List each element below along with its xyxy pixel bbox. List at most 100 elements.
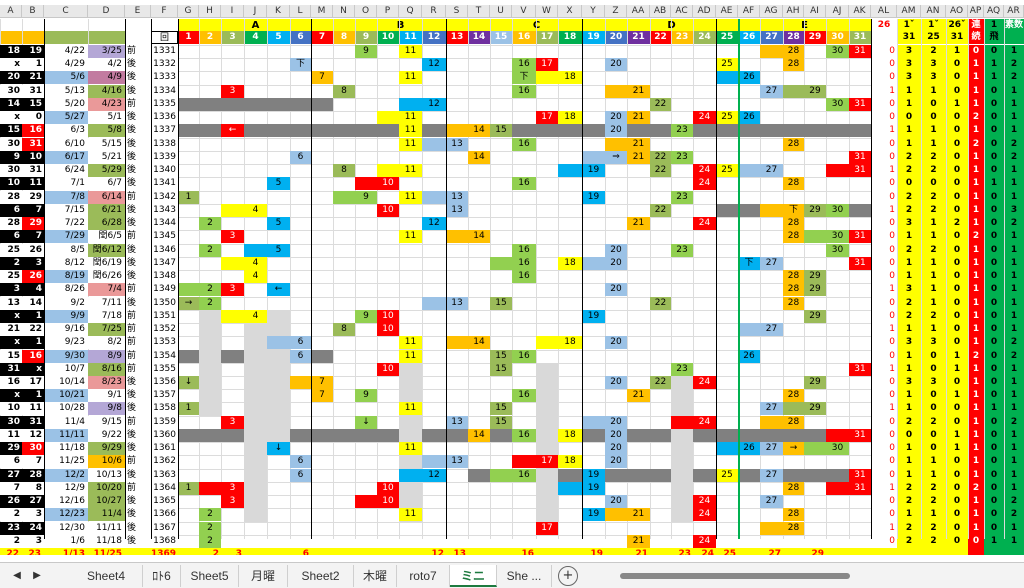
sheet-tab-0[interactable]: Sheet4 — [70, 565, 143, 587]
number-cell[interactable]: 12 — [422, 468, 446, 482]
number-cell[interactable]: 19 — [582, 164, 605, 178]
cell-e[interactable]: 後 — [125, 468, 151, 482]
sheet-tab-6[interactable]: roto7 — [397, 565, 450, 587]
cell-e[interactable]: 後 — [125, 84, 151, 98]
number-cell[interactable]: 20 — [605, 58, 627, 72]
cell-c[interactable]: 9/30 — [44, 349, 88, 363]
number-cell[interactable]: 25 — [716, 164, 738, 178]
column-header-AN[interactable]: AN — [921, 5, 946, 18]
cell-b[interactable]: 1 — [22, 336, 44, 350]
cell-d[interactable]: 10/6 — [88, 455, 125, 469]
cell-c[interactable]: 6/3 — [44, 124, 88, 138]
cell-b[interactable]: 0 — [22, 111, 44, 125]
number-cell[interactable]: 13 — [446, 137, 468, 151]
cell-b[interactable]: 30 — [22, 442, 44, 456]
number-cell[interactable]: 4 — [244, 270, 267, 284]
number-cell[interactable]: 6 — [290, 349, 311, 363]
number-cell[interactable]: 24 — [693, 508, 716, 522]
cell-b[interactable]: 7 — [22, 203, 44, 217]
cell-a[interactable]: 11 — [0, 428, 22, 442]
sheet-tab-1[interactable]: ﾛﾄ6 — [143, 565, 181, 587]
column-header-D[interactable]: D — [88, 5, 125, 18]
cell-e[interactable]: 後 — [125, 243, 151, 257]
number-cell[interactable]: 16 — [512, 243, 536, 257]
cell-d[interactable]: 4/23 — [88, 97, 125, 111]
cell-round-number[interactable]: 1333 — [151, 71, 178, 85]
number-cell[interactable]: 2 — [199, 508, 221, 522]
cell-round-number[interactable]: 1346 — [151, 243, 178, 257]
scrollbar-thumb[interactable] — [620, 573, 850, 579]
number-cell[interactable]: 11 — [399, 336, 422, 350]
column-header-W[interactable]: W — [536, 5, 558, 18]
cell-a[interactable]: 26 — [0, 495, 22, 509]
cell-b[interactable]: 7 — [22, 230, 44, 244]
cell-b[interactable]: 11 — [22, 177, 44, 191]
cell-e[interactable]: 後 — [125, 376, 151, 389]
number-cell[interactable]: 19 — [582, 309, 605, 323]
number-cell[interactable]: 31 — [849, 256, 871, 270]
cell-round-number[interactable]: 1359 — [151, 415, 178, 429]
cell-e[interactable]: 前 — [125, 415, 151, 429]
number-cell[interactable]: 31 — [849, 97, 871, 111]
cell-b[interactable]: 28 — [22, 468, 44, 482]
number-cell[interactable]: 21 — [627, 217, 650, 231]
column-header-AR[interactable]: AR — [1004, 5, 1024, 18]
cell-a[interactable]: 25 — [0, 243, 22, 257]
cell-c[interactable]: 12/23 — [44, 508, 88, 522]
number-cell[interactable]: 27 — [760, 84, 783, 98]
number-cell[interactable]: 16 — [512, 58, 536, 72]
number-cell[interactable]: 11 — [399, 349, 422, 363]
cell-c[interactable]: 10/21 — [44, 389, 88, 403]
column-header-P[interactable]: P — [377, 5, 399, 18]
cell-d[interactable]: 8/23 — [88, 376, 125, 389]
cell-d[interactable]: 閏6/5 — [88, 230, 125, 244]
column-header-I[interactable]: I — [221, 5, 244, 18]
cell-a[interactable]: 2 — [0, 508, 22, 522]
cell-e[interactable]: 後 — [125, 428, 151, 442]
cell-round-number[interactable]: 1339 — [151, 150, 178, 164]
cell-e[interactable]: 前 — [125, 323, 151, 337]
cell-e[interactable]: 後 — [125, 256, 151, 270]
cell-d[interactable]: 4/9 — [88, 71, 125, 85]
cell-c[interactable]: 5/13 — [44, 84, 88, 98]
number-cell[interactable]: 24 — [693, 495, 716, 509]
number-cell[interactable]: 22 — [650, 203, 671, 217]
number-cell[interactable]: 9 — [355, 45, 377, 58]
cell-b[interactable]: 3 — [22, 534, 44, 548]
cell-a[interactable]: 27 — [0, 468, 22, 482]
number-cell[interactable]: 8 — [333, 323, 355, 337]
column-header-U[interactable]: U — [490, 5, 512, 18]
column-header-B[interactable]: B — [22, 5, 44, 18]
cell-round-number[interactable]: 1343 — [151, 203, 178, 217]
number-cell[interactable]: 20 — [605, 283, 627, 297]
column-header-T[interactable]: T — [468, 5, 490, 18]
cell-c[interactable]: 9/2 — [44, 296, 88, 310]
cell-round-number[interactable]: 1334 — [151, 84, 178, 98]
number-cell[interactable]: 20 — [605, 442, 627, 456]
number-cell[interactable]: 24 — [693, 177, 716, 191]
number-cell[interactable]: → — [783, 442, 804, 456]
number-cell[interactable]: 15 — [490, 362, 512, 376]
cell-c[interactable]: 6/24 — [44, 164, 88, 178]
cell-c[interactable]: 12/2 — [44, 468, 88, 482]
cell-c[interactable]: 6/17 — [44, 150, 88, 164]
number-cell[interactable]: 23 — [671, 243, 693, 257]
cell-b[interactable]: 31 — [22, 415, 44, 429]
number-cell[interactable]: 12 — [422, 217, 446, 231]
number-cell[interactable]: 11 — [399, 508, 422, 522]
cell-e[interactable]: 後 — [125, 521, 151, 535]
number-cell[interactable]: 21 — [627, 137, 650, 151]
number-cell[interactable]: 16 — [512, 256, 536, 270]
number-cell[interactable]: 13 — [446, 415, 468, 429]
number-cell[interactable]: 3 — [221, 415, 244, 429]
number-cell[interactable]: 2 — [199, 217, 221, 231]
number-cell[interactable]: 2 — [199, 283, 221, 297]
number-cell[interactable]: 18 — [558, 111, 582, 125]
number-cell[interactable]: 6 — [290, 455, 311, 469]
cell-round-number[interactable]: 1364 — [151, 481, 178, 495]
number-cell[interactable]: 30 — [826, 230, 849, 244]
cell-e[interactable]: 後 — [125, 270, 151, 284]
cell-d[interactable]: 7/18 — [88, 309, 125, 323]
spreadsheet-grid[interactable]: A B C D E F G H I J K L M N O P Q R S T U V W X Y Z AA AB AC AD AE AF AG… — [0, 0, 1024, 555]
column-header-AL[interactable]: AL — [871, 5, 897, 18]
